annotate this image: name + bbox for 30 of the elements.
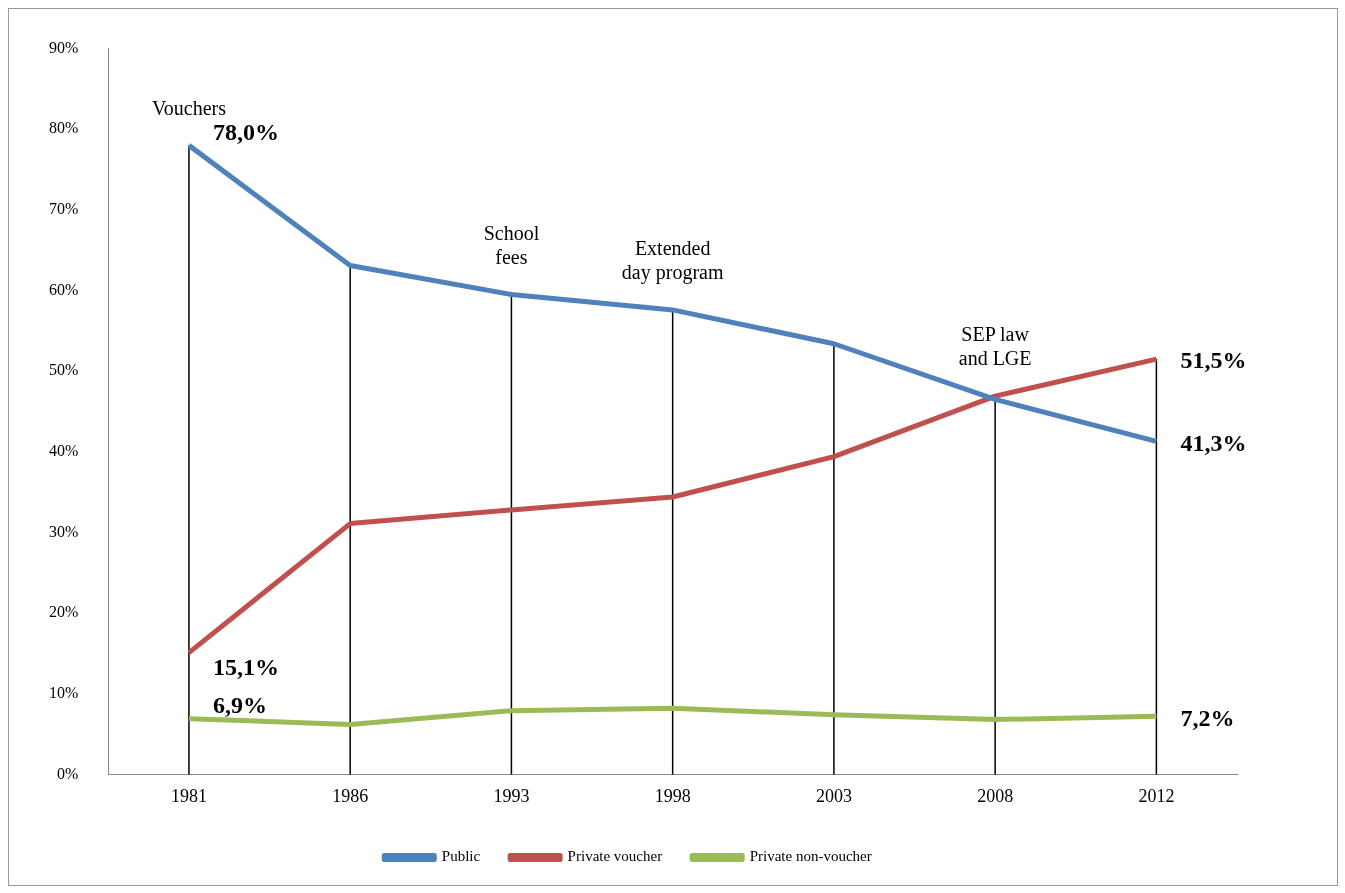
ref-line-label: Extended day program xyxy=(621,237,724,285)
x-tick-label: 1998 xyxy=(654,785,691,806)
ref-line-label: School fees xyxy=(483,221,540,268)
y-tick-label: 50% xyxy=(49,361,79,379)
y-tick-label: 20% xyxy=(49,603,79,621)
data-label: 15,1% xyxy=(212,653,279,680)
ref-line-label: SEP law and LGE xyxy=(958,323,1032,370)
legend-label: Private non-voucher xyxy=(749,848,872,865)
x-tick-label: 1986 xyxy=(332,785,369,806)
data-label: 41,3% xyxy=(1180,429,1247,456)
data-label: 7,2% xyxy=(1180,704,1235,731)
x-tick-label: 2008 xyxy=(977,785,1014,806)
y-tick-label: 90% xyxy=(49,38,79,56)
x-tick-label: 2012 xyxy=(1138,785,1175,806)
x-tick-label: 1981 xyxy=(170,785,207,806)
y-tick-label: 0% xyxy=(57,764,79,782)
data-label: 78,0% xyxy=(212,118,279,145)
data-label: 6,9% xyxy=(212,691,267,718)
x-tick-label: 1993 xyxy=(493,785,530,806)
x-tick-label: 2003 xyxy=(815,785,852,806)
legend-label: Public xyxy=(441,848,481,865)
y-tick-label: 80% xyxy=(49,119,79,137)
data-label: 51,5% xyxy=(1180,347,1247,374)
legend-label: Private voucher xyxy=(567,848,663,865)
y-tick-label: 30% xyxy=(49,522,79,540)
y-tick-label: 40% xyxy=(49,442,79,460)
y-tick-label: 70% xyxy=(49,200,79,218)
y-tick-label: 60% xyxy=(49,280,79,298)
ref-line-label: Vouchers xyxy=(151,96,227,119)
y-tick-label: 10% xyxy=(49,683,79,701)
